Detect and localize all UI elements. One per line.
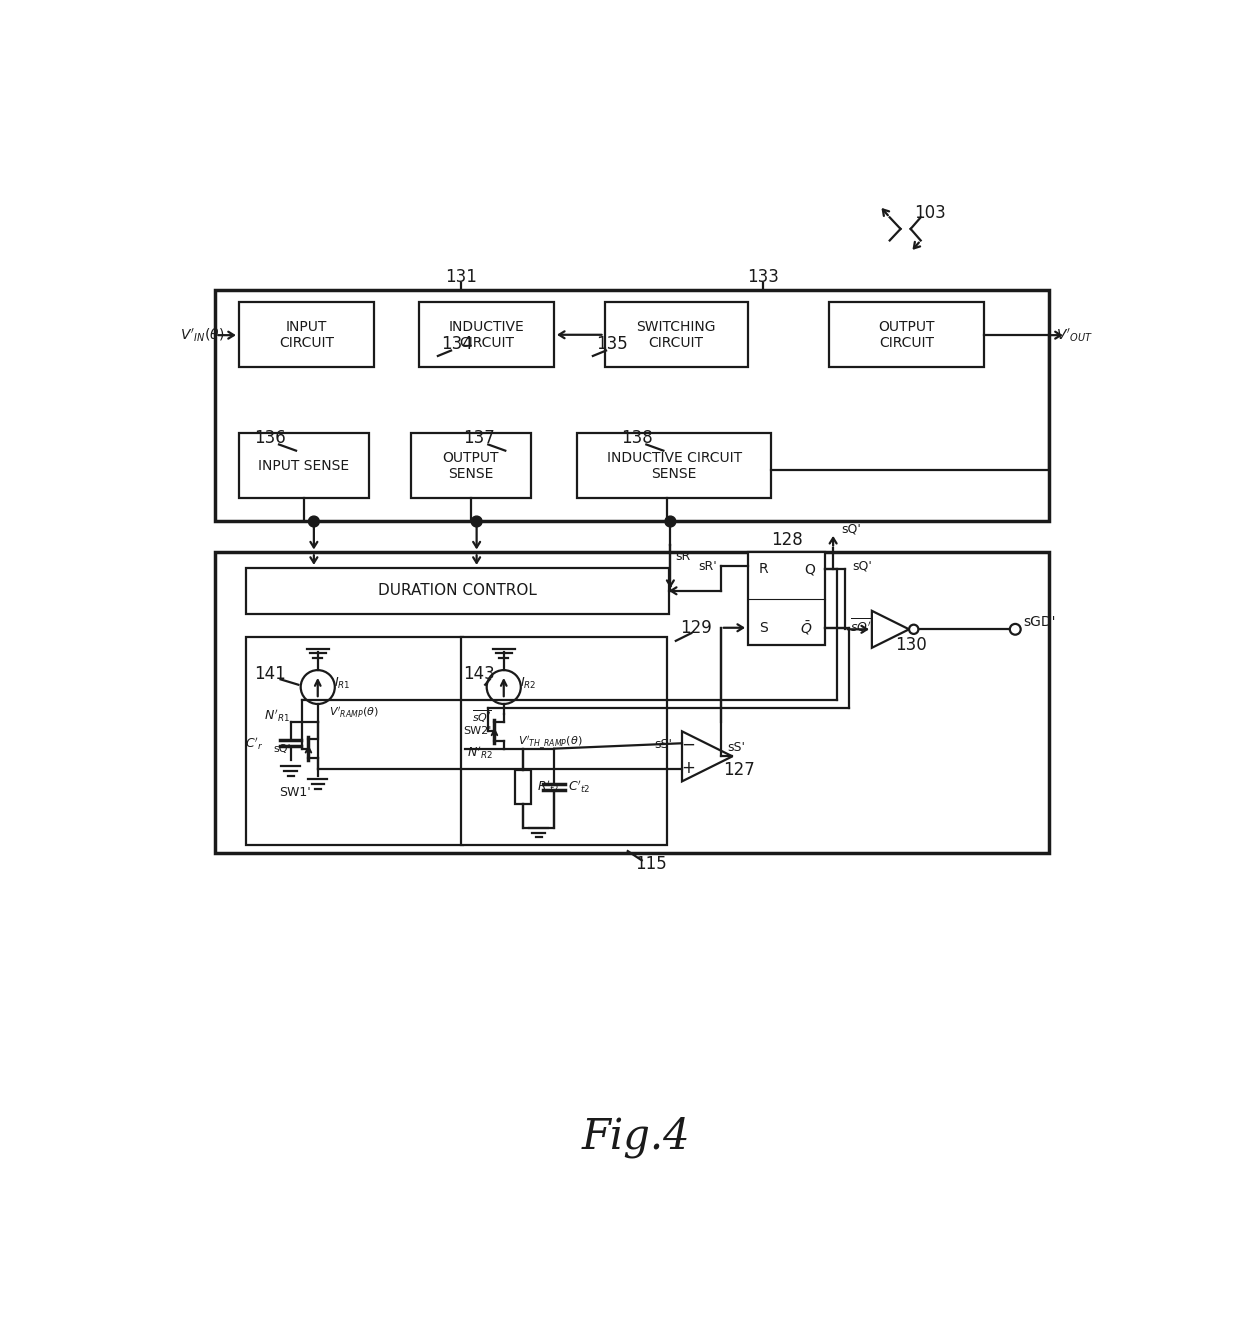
Text: Fig.4: Fig.4 [582,1116,689,1158]
Text: $V'_{TH\_RAMP}(\theta)$: $V'_{TH\_RAMP}(\theta)$ [518,734,582,750]
Text: 134: 134 [441,335,474,354]
Text: $N'_{R1}$: $N'_{R1}$ [263,708,289,724]
Bar [247,637,464,845]
Bar [238,434,370,499]
Text: sQ': sQ' [853,560,873,573]
Text: 135: 135 [596,335,629,354]
Text: INPUT SENSE: INPUT SENSE [258,459,350,472]
Bar [238,302,374,367]
Text: $C'_r$: $C'_r$ [246,735,263,751]
Text: $I_{R2}$: $I_{R2}$ [521,676,537,690]
Text: Q: Q [805,563,816,576]
Bar [247,568,668,614]
Text: sR': sR' [675,549,693,563]
Circle shape [665,516,676,527]
Bar [578,434,771,499]
Text: 128: 128 [771,531,802,549]
Text: DURATION CONTROL: DURATION CONTROL [378,584,537,598]
Text: $V'_{IN}(\theta)$: $V'_{IN}(\theta)$ [180,326,224,344]
Text: −: − [681,735,696,754]
Text: OUTPUT
CIRCUIT: OUTPUT CIRCUIT [878,319,935,350]
Text: 130: 130 [895,636,926,654]
Text: $\overline{sQ'}$: $\overline{sQ'}$ [472,709,492,725]
Text: $C'_{t2}$: $C'_{t2}$ [568,779,590,795]
Circle shape [486,670,521,704]
Text: sGD': sGD' [1023,614,1055,629]
Text: SWITCHING
CIRCUIT: SWITCHING CIRCUIT [636,319,715,350]
Circle shape [309,516,320,527]
Text: 143: 143 [463,665,495,684]
Bar [419,302,554,367]
Text: sQ': sQ' [841,523,861,536]
Text: 129: 129 [680,618,712,637]
Bar [516,770,531,805]
Text: OUTPUT
SENSE: OUTPUT SENSE [443,451,498,480]
Text: $I_{R1}$: $I_{R1}$ [335,676,351,690]
Text: $N'_{R2}$: $N'_{R2}$ [467,745,494,761]
Bar [830,302,985,367]
Bar [410,434,531,499]
Text: +: + [681,759,696,777]
Bar [461,637,667,845]
Text: INPUT
CIRCUIT: INPUT CIRCUIT [279,319,334,350]
Bar [605,302,748,367]
Text: SW1': SW1' [279,786,310,799]
Text: sS': sS' [727,741,745,754]
Text: INDUCTIVE
CIRCUIT: INDUCTIVE CIRCUIT [449,319,525,350]
Polygon shape [872,610,909,648]
Text: INDUCTIVE CIRCUIT
SENSE: INDUCTIVE CIRCUIT SENSE [606,451,742,480]
Text: $\bar{Q}$: $\bar{Q}$ [800,618,812,637]
Text: 133: 133 [748,267,779,286]
Text: 136: 136 [254,430,285,447]
Circle shape [1009,624,1021,634]
Polygon shape [682,732,733,781]
Text: 127: 127 [723,761,754,779]
Text: SW2': SW2' [464,726,492,737]
Circle shape [471,516,482,527]
Text: 103: 103 [914,205,946,222]
Text: sR': sR' [698,560,717,573]
Text: $V'_{OUT}$: $V'_{OUT}$ [1056,326,1094,344]
Bar [216,552,1049,853]
Text: R: R [759,563,769,576]
Bar [748,552,826,645]
Circle shape [300,670,335,704]
Text: sQ': sQ' [273,743,290,754]
Text: 137: 137 [463,430,495,447]
Circle shape [909,625,919,634]
Text: $\overline{sQ'}$: $\overline{sQ'}$ [851,616,872,633]
Text: $V'_{RAMP}(\theta)$: $V'_{RAMP}(\theta)$ [330,705,379,720]
Text: S: S [759,621,768,634]
Text: 138: 138 [621,430,653,447]
Text: sS': sS' [655,738,672,751]
Text: $R'_{t2}$: $R'_{t2}$ [537,779,559,795]
Bar [216,290,1049,521]
Text: 115: 115 [635,855,667,874]
Text: 141: 141 [254,665,285,684]
Text: 131: 131 [445,267,477,286]
